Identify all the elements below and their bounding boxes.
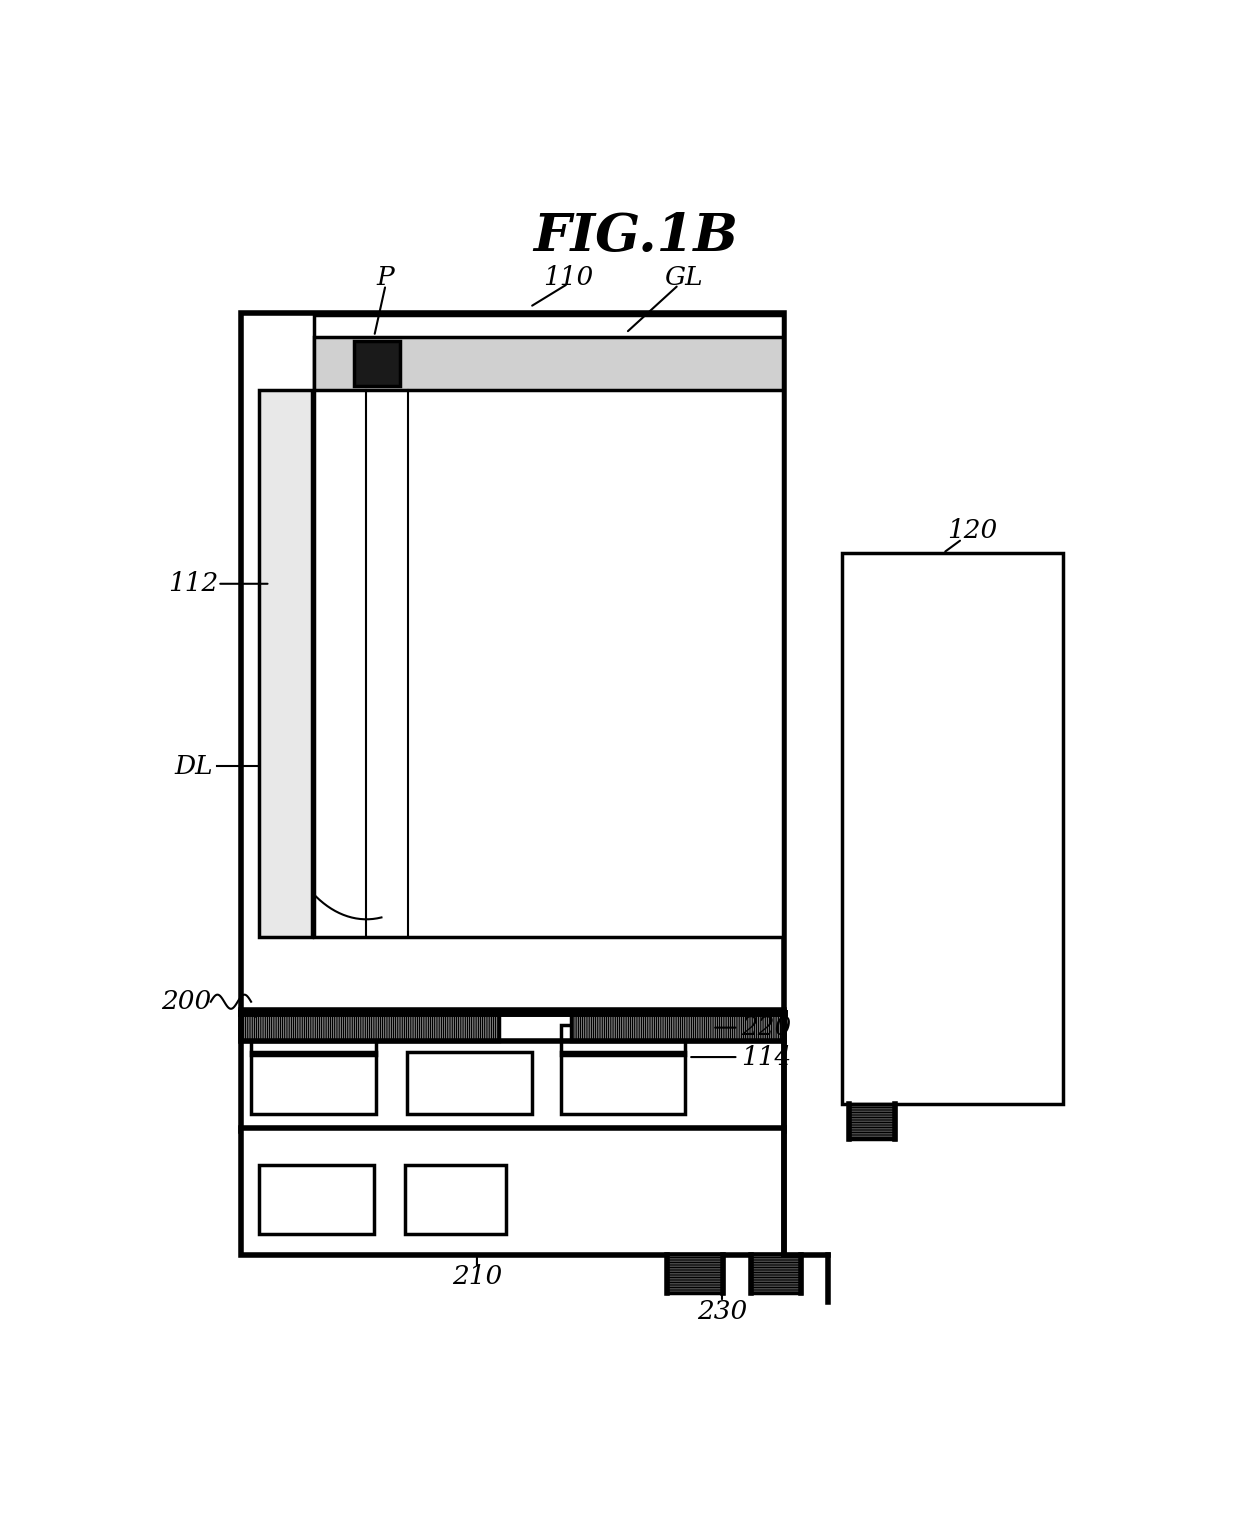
Bar (314, 315, 782, 937)
Bar (353, 341, 401, 385)
Text: 220: 220 (742, 1015, 791, 1040)
Text: DL: DL (174, 754, 213, 778)
Text: 230: 230 (697, 1298, 748, 1324)
Bar (751, 1254, 801, 1292)
Bar (842, 553, 1063, 1104)
Bar (572, 1012, 785, 1041)
Text: P: P (377, 265, 394, 291)
Text: 112: 112 (169, 572, 218, 596)
Bar (250, 1052, 376, 1113)
Bar (560, 1052, 686, 1113)
Bar (560, 1026, 686, 1055)
Text: 114: 114 (742, 1044, 791, 1070)
Bar (242, 1011, 785, 1131)
Bar (242, 313, 785, 1014)
Text: 120: 120 (946, 518, 997, 543)
Bar (314, 336, 782, 390)
Bar (242, 1012, 498, 1041)
Text: 210: 210 (451, 1263, 502, 1289)
Bar (667, 1254, 723, 1292)
Text: GL: GL (665, 265, 703, 291)
Bar (242, 1012, 785, 1041)
Bar (242, 1128, 785, 1255)
Text: FIG.1B: FIG.1B (533, 211, 738, 261)
Bar (250, 1026, 376, 1055)
Bar (404, 1165, 506, 1234)
Bar (259, 390, 311, 937)
Bar (259, 1165, 374, 1234)
Text: 200: 200 (161, 989, 212, 1014)
Bar (407, 1052, 532, 1113)
Bar (849, 1104, 895, 1139)
Text: 110: 110 (543, 265, 594, 291)
